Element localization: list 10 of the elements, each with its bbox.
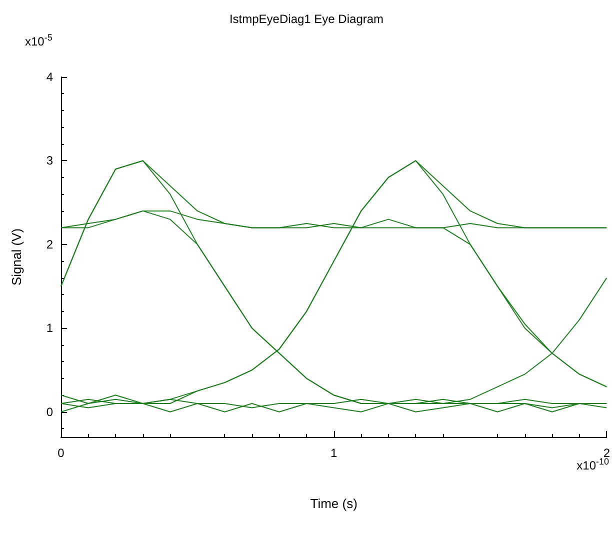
chart-title: IstmpEyeDiag1 Eye Diagram: [229, 12, 384, 26]
y-axis-title: Signal (V): [9, 228, 24, 286]
y-tick-label: 1: [46, 321, 54, 336]
y-tick-label: 0: [46, 404, 54, 419]
y-tick-label: 3: [46, 154, 54, 168]
y-tick-label: 2: [46, 237, 54, 252]
x-tick-label: 1: [330, 446, 338, 460]
x-axis-title: Time (s): [310, 496, 358, 511]
y-tick-label: 4: [46, 70, 54, 84]
x-tick-label: 0: [58, 446, 65, 460]
